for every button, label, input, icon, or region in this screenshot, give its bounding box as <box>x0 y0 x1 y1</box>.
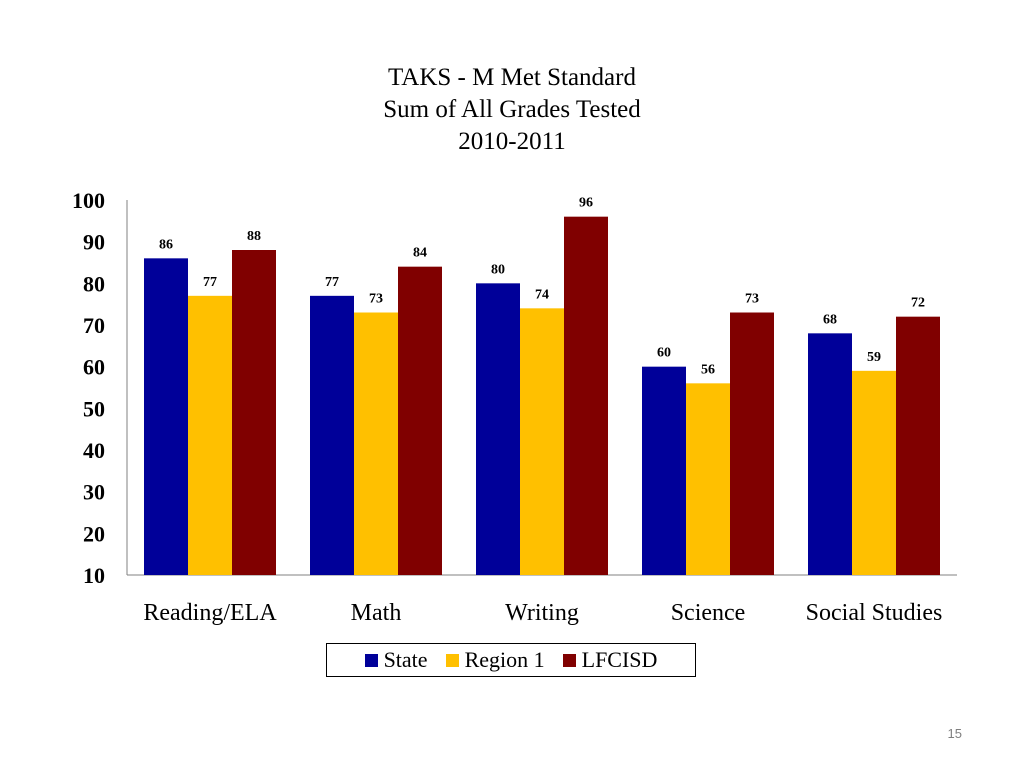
chart-title: TAKS - M Met Standard Sum of All Grades … <box>0 62 1024 158</box>
bar <box>188 295 232 575</box>
x-tick-label: Math <box>351 600 402 626</box>
data-label: 74 <box>535 287 549 302</box>
x-tick-label: Social Studies <box>806 600 943 626</box>
y-tick-label: 70 <box>83 313 105 338</box>
legend-swatch-state <box>364 653 378 667</box>
data-label: 68 <box>823 312 837 327</box>
bar <box>398 266 442 575</box>
y-tick-label: 10 <box>83 563 105 588</box>
bar <box>642 366 686 575</box>
bar-chart: 100 90 80 70 60 50 40 30 20 10 86 77 88 Reading/ELA 77… <box>72 188 957 626</box>
bar <box>686 383 730 575</box>
bar <box>144 258 188 575</box>
legend-item-state: State <box>364 647 428 673</box>
y-tick-label: 60 <box>83 355 105 380</box>
legend-label-lfcisd: LFCISD <box>581 647 658 672</box>
data-label: 73 <box>745 292 759 307</box>
data-label: 72 <box>911 296 925 311</box>
legend-label-state: State <box>383 647 428 672</box>
data-label: 84 <box>413 246 427 261</box>
bar <box>232 250 276 575</box>
y-tick-label: 80 <box>83 271 105 296</box>
data-label: 77 <box>203 275 217 290</box>
legend-swatch-region-1 <box>445 653 459 667</box>
bar <box>520 308 564 575</box>
chart-title-line-1: TAKS - M Met Standard <box>388 64 636 91</box>
y-tick-label: 20 <box>83 521 105 546</box>
data-label: 73 <box>369 292 383 307</box>
data-label: 80 <box>491 262 505 277</box>
bar <box>310 295 354 575</box>
chart-title-line-2: Sum of All Grades Tested <box>383 96 641 123</box>
x-tick-label: Writing <box>505 600 579 626</box>
bar <box>896 316 940 575</box>
chart-title-line-3: 2010-2011 <box>458 128 566 155</box>
bar <box>852 370 896 575</box>
y-tick-label: 40 <box>83 438 105 463</box>
data-label: 86 <box>159 237 173 252</box>
data-label: 56 <box>701 362 715 377</box>
legend-item-lfcisd: LFCISD <box>562 647 658 673</box>
y-tick-label: 100 <box>72 188 105 213</box>
data-label: 96 <box>579 196 593 211</box>
legend-label-region-1: Region 1 <box>464 647 545 672</box>
bar <box>476 283 520 575</box>
page-number: 15 <box>947 726 962 741</box>
data-label: 88 <box>247 229 261 244</box>
data-label: 59 <box>867 350 881 365</box>
x-tick-label: Reading/ELA <box>143 600 277 626</box>
chart-legend: State Region 1 LFCISD <box>326 643 696 677</box>
y-tick-label: 30 <box>83 480 105 505</box>
bar <box>808 333 852 575</box>
legend-item-region-1: Region 1 <box>445 647 545 673</box>
data-label: 60 <box>657 346 671 361</box>
y-tick-label: 50 <box>83 396 105 421</box>
legend-swatch-lfcisd <box>562 653 576 667</box>
bar <box>730 312 774 575</box>
bar <box>564 216 608 575</box>
y-tick-label: 90 <box>83 230 105 255</box>
data-label: 77 <box>325 275 339 290</box>
bar <box>354 312 398 575</box>
x-tick-label: Science <box>671 600 746 626</box>
